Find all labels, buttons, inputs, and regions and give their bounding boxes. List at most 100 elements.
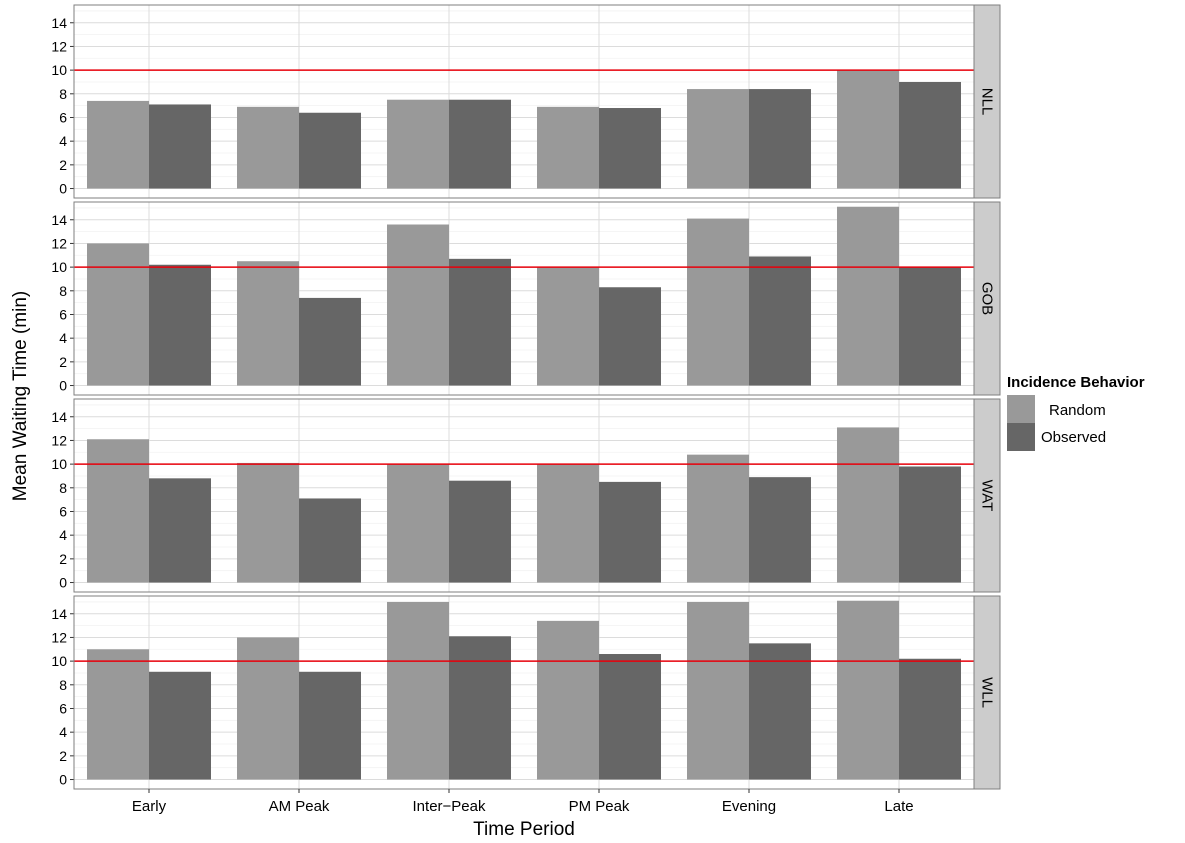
- bar-wll-observed-am-peak: [299, 671, 361, 780]
- y-tick-label: 10: [51, 653, 67, 669]
- bar-wll-random-inter-peak: [387, 601, 449, 780]
- y-tick-label: 10: [51, 259, 67, 275]
- y-tick-label: 6: [59, 109, 67, 125]
- bar-wat-random-inter-peak: [387, 464, 449, 583]
- y-tick-label: 14: [51, 212, 67, 228]
- bar-gob-observed-pm-peak: [599, 287, 661, 386]
- facet-strip-label: NLL: [979, 88, 996, 116]
- panel-background: [74, 399, 974, 592]
- x-axis-title: Time Period: [473, 819, 575, 840]
- bar-gob-random-pm-peak: [537, 267, 599, 386]
- panel-background: [74, 202, 974, 395]
- facet-strip-label: WLL: [979, 677, 996, 708]
- bar-gob-random-evening: [687, 218, 749, 386]
- bar-nll-random-early: [87, 100, 149, 189]
- y-tick-label: 10: [51, 62, 67, 78]
- bar-gob-random-early: [87, 243, 149, 386]
- bar-wat-observed-late: [899, 466, 961, 583]
- bar-wll-random-evening: [687, 601, 749, 780]
- bar-wll-random-am-peak: [237, 637, 299, 780]
- y-tick-label: 4: [59, 527, 67, 543]
- panel-gob: 0 2 4 6 8 10 12 14 GOB: [51, 201, 1001, 396]
- y-tick-label: 0: [59, 181, 67, 197]
- bar-wat-random-pm-peak: [537, 464, 599, 583]
- bar-nll-observed-inter-peak: [449, 99, 511, 189]
- y-tick-label: 2: [59, 157, 67, 173]
- bar-nll-random-inter-peak: [387, 99, 449, 189]
- panel-wat: 0 2 4 6 8 10 12 14 WAT: [51, 398, 1001, 593]
- bar-nll-random-late: [837, 70, 899, 189]
- bar-wat-random-late: [837, 427, 899, 583]
- bar-gob-observed-early: [149, 264, 211, 386]
- y-tick-label: 0: [59, 772, 67, 788]
- legend: Incidence Behavior Random Observed: [1007, 374, 1145, 451]
- bar-wll-random-pm-peak: [537, 620, 599, 780]
- y-tick-label: 10: [51, 456, 67, 472]
- bar-nll-observed-late: [899, 81, 961, 189]
- panel-wll: 0 2 4 6 8 10 12 14 WLL: [51, 595, 1001, 790]
- bar-gob-observed-inter-peak: [449, 258, 511, 386]
- y-tick-label: 8: [59, 283, 67, 299]
- y-tick-label: 14: [51, 15, 67, 31]
- y-tick-label: 8: [59, 480, 67, 496]
- bar-wat-random-evening: [687, 454, 749, 583]
- bar-nll-observed-am-peak: [299, 112, 361, 189]
- x-tick-label-pm-peak: PM Peak: [569, 798, 630, 815]
- bar-gob-observed-evening: [749, 256, 811, 386]
- bar-gob-observed-am-peak: [299, 297, 361, 386]
- y-tick-label: 12: [51, 38, 67, 54]
- y-tick-label: 12: [51, 629, 67, 645]
- facet-strip-label: GOB: [979, 282, 996, 315]
- x-tick-label-late: Late: [884, 798, 913, 815]
- legend-key-random: [1007, 395, 1035, 423]
- bar-nll-random-am-peak: [237, 106, 299, 189]
- y-tick-label: 0: [59, 378, 67, 394]
- bar-nll-random-pm-peak: [537, 106, 599, 189]
- legend-label-random: Random: [1049, 402, 1106, 419]
- y-tick-label: 12: [51, 235, 67, 251]
- y-tick-label: 0: [59, 575, 67, 591]
- bar-wll-random-early: [87, 649, 149, 780]
- facet-strip: [973, 4, 1001, 199]
- y-axis-title: Mean Waiting Time (min): [10, 291, 31, 501]
- y-tick-label: 4: [59, 133, 67, 149]
- bar-gob-random-late: [837, 206, 899, 386]
- bar-nll-random-evening: [687, 89, 749, 189]
- y-tick-label: 6: [59, 306, 67, 322]
- panels: 0 2 4 6 8 10 12 14 NLL 0 2 4 6 8 10 12 14 GOB 0 2 4 6 8 10 12 14 W…: [51, 4, 1001, 815]
- facet-strip: [973, 398, 1001, 593]
- bar-gob-observed-late: [899, 267, 961, 386]
- x-tick-label-am-peak: AM Peak: [269, 798, 330, 815]
- bar-wat-observed-inter-peak: [449, 480, 511, 583]
- facet-strip: [973, 201, 1001, 396]
- panel-background: [74, 5, 974, 198]
- y-tick-label: 2: [59, 354, 67, 370]
- facet-strip: [973, 595, 1001, 790]
- y-tick-label: 8: [59, 86, 67, 102]
- bar-wat-observed-early: [149, 478, 211, 583]
- legend-title: Incidence Behavior: [1007, 374, 1145, 391]
- x-tick-label-evening: Evening: [722, 798, 776, 815]
- panel-nll: 0 2 4 6 8 10 12 14 NLL: [51, 4, 1001, 199]
- y-tick-label: 4: [59, 330, 67, 346]
- bar-wat-random-early: [87, 439, 149, 583]
- y-tick-label: 6: [59, 503, 67, 519]
- bar-wll-observed-evening: [749, 643, 811, 780]
- bar-wat-observed-am-peak: [299, 498, 361, 583]
- bar-nll-observed-evening: [749, 89, 811, 189]
- bar-wll-observed-inter-peak: [449, 636, 511, 780]
- y-tick-label: 2: [59, 748, 67, 764]
- bar-nll-observed-early: [149, 104, 211, 189]
- bar-gob-random-am-peak: [237, 261, 299, 386]
- bar-wll-observed-pm-peak: [599, 654, 661, 780]
- panel-background: [74, 596, 974, 789]
- legend-label-observed: Observed: [1041, 429, 1106, 446]
- y-tick-label: 2: [59, 551, 67, 567]
- y-tick-label: 14: [51, 409, 67, 425]
- y-tick-label: 8: [59, 677, 67, 693]
- bar-wat-random-am-peak: [237, 462, 299, 583]
- x-tick-label-early: Early: [132, 798, 167, 815]
- bar-wat-observed-evening: [749, 477, 811, 583]
- bar-wat-observed-pm-peak: [599, 481, 661, 583]
